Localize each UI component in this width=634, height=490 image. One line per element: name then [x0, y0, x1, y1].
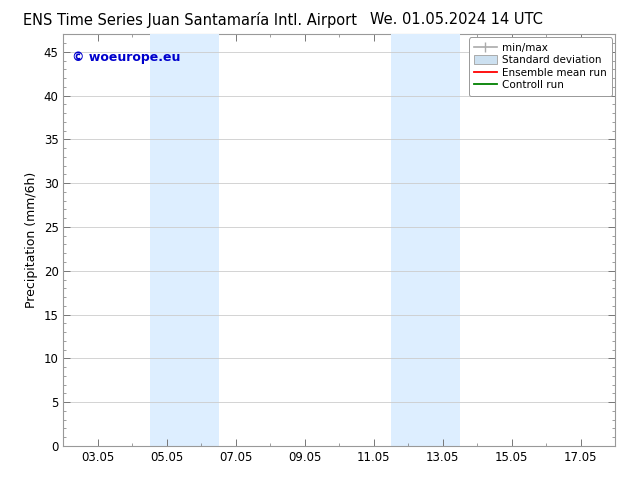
Bar — [150, 34, 219, 42]
Bar — [150, 34, 219, 446]
Y-axis label: Precipitation (mm/6h): Precipitation (mm/6h) — [25, 172, 38, 308]
Bar — [391, 34, 460, 42]
Text: © woeurope.eu: © woeurope.eu — [72, 51, 180, 64]
Legend: min/max, Standard deviation, Ensemble mean run, Controll run: min/max, Standard deviation, Ensemble me… — [469, 37, 612, 96]
Text: We. 01.05.2024 14 UTC: We. 01.05.2024 14 UTC — [370, 12, 543, 27]
Bar — [391, 34, 460, 446]
Text: ENS Time Series Juan Santamaría Intl. Airport: ENS Time Series Juan Santamaría Intl. Ai… — [23, 12, 357, 28]
